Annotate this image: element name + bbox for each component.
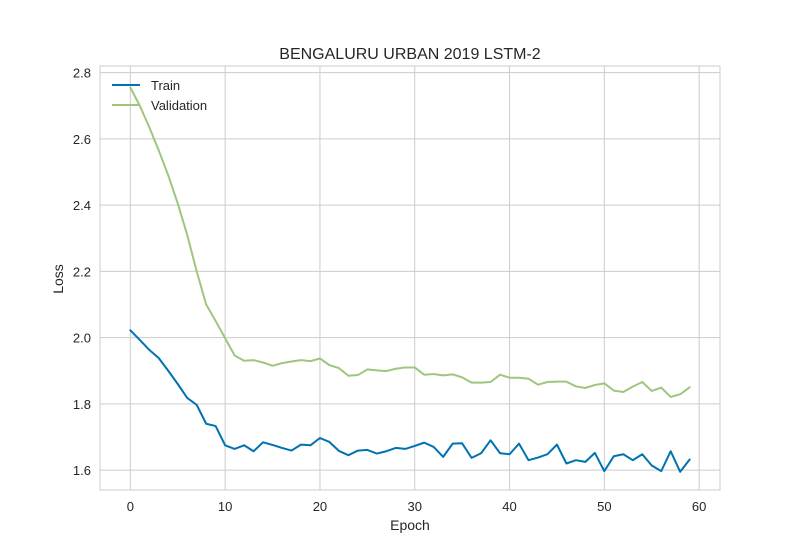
x-axis-title: Epoch bbox=[390, 517, 430, 533]
series-line-train bbox=[129, 329, 691, 473]
y-tick-labels: 1.6 1.8 2.0 2.2 2.4 2.6 2.8 bbox=[73, 66, 91, 479]
y-tick-label: 2.4 bbox=[73, 198, 91, 213]
y-tick-label: 2.8 bbox=[73, 66, 91, 81]
series-lines bbox=[129, 86, 691, 473]
legend: Train Validation bbox=[112, 78, 207, 113]
x-tick-label: 40 bbox=[502, 499, 516, 514]
x-tick-label: 10 bbox=[218, 499, 232, 514]
y-tick-label: 2.6 bbox=[73, 132, 91, 147]
x-tick-labels: 0 10 20 30 40 50 60 bbox=[127, 499, 707, 514]
chart-title: BENGALURU URBAN 2019 LSTM-2 bbox=[279, 46, 541, 63]
legend-label-train: Train bbox=[151, 78, 180, 93]
x-tick-label: 30 bbox=[408, 499, 422, 514]
grid bbox=[100, 66, 720, 490]
series-line-validation bbox=[129, 86, 691, 398]
x-tick-label: 0 bbox=[127, 499, 134, 514]
y-axis-title: Loss bbox=[50, 264, 66, 294]
legend-label-validation: Validation bbox=[151, 98, 207, 113]
y-tick-label: 2.2 bbox=[73, 264, 91, 279]
x-tick-label: 50 bbox=[597, 499, 611, 514]
y-tick-label: 1.6 bbox=[73, 463, 91, 478]
y-tick-label: 1.8 bbox=[73, 397, 91, 412]
x-tick-label: 20 bbox=[313, 499, 327, 514]
x-tick-label: 60 bbox=[692, 499, 706, 514]
plot-area bbox=[99, 65, 721, 491]
y-tick-label: 2.0 bbox=[73, 331, 91, 346]
